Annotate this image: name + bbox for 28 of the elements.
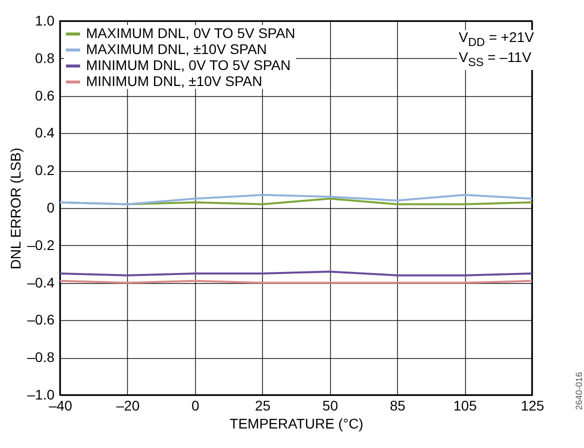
y-tick-label: –0.6 [27,312,55,328]
x-tick-label: 0 [191,398,200,414]
x-tick-label: 50 [322,398,338,414]
text: 2640-016 [574,372,584,410]
x-tick-label: 125 [520,398,544,414]
y-axis-title: DNL ERROR (LSB) [7,148,24,270]
x-tick-label: –20 [116,398,140,414]
x-tick-label: 105 [453,398,477,414]
y-tick-label: 0.8 [35,50,55,66]
y-tick-label: 0 [46,200,55,216]
y-tick-label: 0.2 [35,162,55,178]
y-tick-label: –0.4 [27,274,55,290]
legend-label: MAXIMUM DNL, ±10V SPAN [86,41,267,57]
annotation: V$_{SS}$ = –11V [456,48,536,70]
y-tick-label: –1.0 [27,386,55,402]
x-axis-title: TEMPERATURE (°C) [230,416,364,432]
y-tick-label: –0.8 [27,349,55,366]
y-tick-label: 1.0 [35,12,55,28]
y-tick-label: 0.6 [35,87,55,104]
y-tick-label: 0.4 [35,124,55,141]
legend-label: MAXIMUM DNL, 0V TO 5V SPAN [86,25,296,41]
y-tick-label: –0.2 [27,236,55,253]
annotation: V$_{DD}$ = +21V [456,29,536,50]
x-tick-label: 25 [254,398,271,414]
legend-label: MINIMUM DNL, 0V TO 5V SPAN [86,57,291,73]
x-tick-label: 85 [390,398,406,414]
legend-label: MINIMUM DNL, ±10V SPAN [86,73,262,89]
line-series [59,194,533,206]
